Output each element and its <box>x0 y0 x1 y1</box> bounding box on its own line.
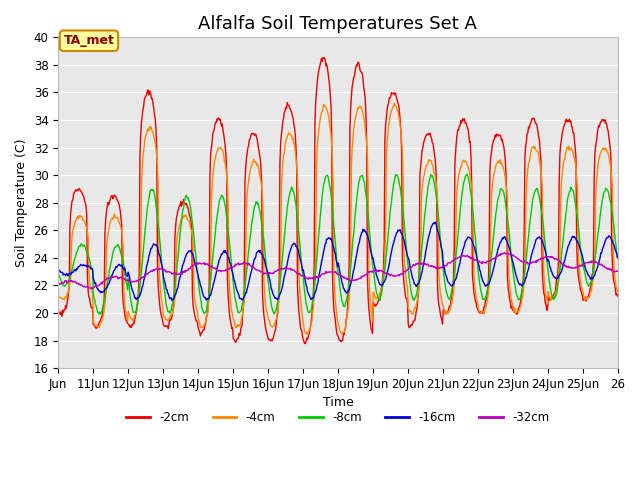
-2cm <box>614 293 621 299</box>
-16cm <box>252 256 259 262</box>
-2cm <box>319 55 327 60</box>
-4cm <box>304 331 312 337</box>
-4cm <box>428 162 436 168</box>
-32cm <box>121 276 129 282</box>
-4cm <box>397 128 404 134</box>
-8cm <box>463 171 471 177</box>
-32cm <box>396 272 404 277</box>
-16cm <box>120 266 128 272</box>
-2cm <box>428 140 436 146</box>
Line: -2cm: -2cm <box>58 58 618 344</box>
-2cm <box>251 132 259 138</box>
-16cm <box>168 298 176 303</box>
-16cm <box>428 224 435 229</box>
-8cm <box>121 270 129 276</box>
-32cm <box>89 286 97 291</box>
-16cm <box>396 227 404 233</box>
Line: -16cm: -16cm <box>58 222 618 300</box>
-32cm <box>252 266 259 272</box>
-8cm <box>252 203 259 209</box>
-4cm <box>390 100 398 106</box>
-16cm <box>273 296 280 301</box>
Line: -4cm: -4cm <box>58 103 618 334</box>
-4cm <box>54 295 62 300</box>
-8cm <box>54 270 62 276</box>
-8cm <box>396 184 404 190</box>
-16cm <box>614 254 621 260</box>
Line: -8cm: -8cm <box>58 174 618 314</box>
-32cm <box>223 267 231 273</box>
-32cm <box>614 268 621 274</box>
-16cm <box>54 267 62 273</box>
Y-axis label: Soil Temperature (C): Soil Temperature (C) <box>15 139 28 267</box>
-2cm <box>54 306 62 312</box>
-2cm <box>397 128 404 133</box>
-16cm <box>431 219 439 225</box>
Text: TA_met: TA_met <box>63 34 115 47</box>
X-axis label: Time: Time <box>323 396 353 409</box>
-4cm <box>223 173 230 179</box>
-2cm <box>272 327 280 333</box>
-8cm <box>223 221 231 227</box>
-8cm <box>95 311 103 317</box>
-32cm <box>428 263 435 268</box>
-8cm <box>614 256 621 262</box>
-32cm <box>273 269 280 275</box>
-16cm <box>223 252 231 257</box>
-2cm <box>301 341 309 347</box>
-8cm <box>428 174 435 180</box>
-2cm <box>223 168 230 174</box>
Title: Alfalfa Soil Temperatures Set A: Alfalfa Soil Temperatures Set A <box>198 15 477 33</box>
Line: -32cm: -32cm <box>58 252 618 288</box>
Legend: -2cm, -4cm, -8cm, -16cm, -32cm: -2cm, -4cm, -8cm, -16cm, -32cm <box>122 406 554 429</box>
-32cm <box>54 282 62 288</box>
-2cm <box>120 305 128 311</box>
-8cm <box>273 306 280 312</box>
-4cm <box>251 159 259 165</box>
-4cm <box>614 288 621 294</box>
-4cm <box>272 318 280 324</box>
-4cm <box>120 288 128 294</box>
-32cm <box>500 250 508 255</box>
